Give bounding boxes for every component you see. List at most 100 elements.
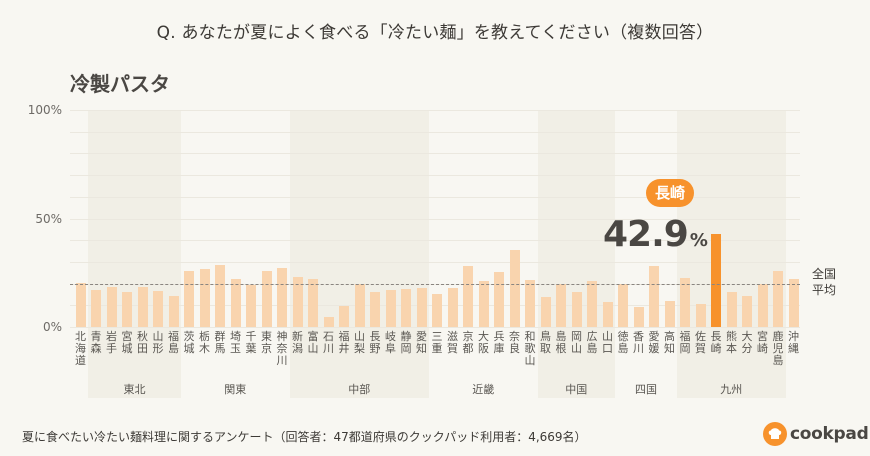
bar-徳島 bbox=[618, 283, 628, 327]
cookpad-logo: cookpad bbox=[763, 421, 869, 447]
bar-京都 bbox=[463, 265, 473, 327]
bar-佐賀 bbox=[695, 303, 706, 327]
bar-千葉 bbox=[246, 285, 256, 327]
bar-青森 bbox=[91, 290, 101, 327]
prefecture-label: 滋賀 bbox=[447, 330, 458, 355]
prefecture-label: 群馬 bbox=[214, 330, 226, 355]
prefecture-label: 佐賀 bbox=[695, 330, 706, 355]
bar-宮城 bbox=[122, 292, 132, 327]
prefecture-label: 広島 bbox=[586, 330, 598, 355]
bar-和歌山 bbox=[525, 280, 535, 327]
highlight-prefecture-badge: 長崎 bbox=[646, 179, 694, 207]
y-axis-tick: 50% bbox=[35, 211, 62, 226]
prefecture-label: 山梨 bbox=[354, 330, 365, 355]
prefecture-label: 福岡 bbox=[679, 330, 691, 355]
bar-島根 bbox=[556, 283, 566, 327]
prefecture-label: 山口 bbox=[602, 330, 613, 355]
highlight-value-unit: % bbox=[689, 230, 708, 251]
region-label: 中国 bbox=[565, 383, 588, 396]
bar-福岡 bbox=[680, 277, 690, 327]
bar-長野 bbox=[370, 292, 380, 327]
prefecture-label: 愛知 bbox=[416, 330, 427, 355]
bar-宮崎 bbox=[757, 283, 768, 327]
bar-鹿児島 bbox=[773, 270, 783, 327]
prefecture-label: 栃木 bbox=[199, 330, 210, 355]
region-band bbox=[88, 110, 181, 398]
prefecture-label: 富山 bbox=[307, 330, 319, 355]
prefecture-label: 島根 bbox=[555, 330, 567, 355]
region-label: 関東 bbox=[224, 383, 247, 396]
prefecture-label: 高知 bbox=[664, 330, 675, 355]
bar-沖縄 bbox=[788, 279, 799, 327]
gridline bbox=[70, 131, 800, 133]
prefecture-label: 福井 bbox=[338, 330, 350, 355]
prefecture-label: 大阪 bbox=[478, 330, 489, 355]
prefecture-label: 山形 bbox=[152, 330, 164, 355]
bar-富山 bbox=[308, 278, 318, 327]
bar-山梨 bbox=[354, 284, 365, 327]
prefecture-label: 愛媛 bbox=[648, 330, 660, 355]
gridline bbox=[70, 218, 800, 220]
bar-東京 bbox=[261, 270, 272, 327]
prefecture-label: 埼玉 bbox=[230, 330, 241, 355]
bar-秋田 bbox=[137, 287, 148, 327]
region-band bbox=[537, 110, 615, 398]
prefecture-label: 長野 bbox=[369, 330, 381, 355]
prefecture-label: 熊本 bbox=[726, 330, 737, 355]
bar-広島 bbox=[587, 280, 597, 327]
bar-愛媛 bbox=[649, 265, 659, 327]
national-average-label-line1: 全国 bbox=[812, 267, 837, 281]
prefecture-label: 新潟 bbox=[292, 330, 303, 355]
region-band bbox=[289, 110, 429, 398]
bar-鳥取 bbox=[540, 296, 551, 327]
prefecture-label: 宮城 bbox=[121, 330, 133, 355]
prefecture-label: 東京 bbox=[261, 330, 272, 355]
bar-栃木 bbox=[199, 269, 210, 327]
bar-大分 bbox=[742, 296, 752, 327]
gridline bbox=[70, 261, 800, 263]
bar-岩手 bbox=[106, 287, 117, 327]
cookpad-logo-text: cookpad bbox=[790, 424, 869, 444]
region-label: 四国 bbox=[635, 383, 657, 396]
national-average-label: 全国 平均 bbox=[812, 266, 836, 298]
bar-群馬 bbox=[215, 264, 225, 327]
bar-岡山 bbox=[571, 291, 582, 327]
prefecture-label: 奈良 bbox=[509, 330, 520, 355]
bar-石川 bbox=[323, 317, 334, 327]
prefecture-label: 香川 bbox=[633, 330, 644, 355]
prefecture-label: 石川 bbox=[323, 330, 334, 355]
prefecture-label: 青森 bbox=[90, 330, 102, 355]
prefecture-label: 千葉 bbox=[245, 330, 257, 355]
prefecture-label: 岩手 bbox=[106, 330, 117, 355]
prefecture-label: 大分 bbox=[741, 330, 753, 355]
bar-大阪 bbox=[478, 280, 489, 327]
gridline bbox=[70, 110, 800, 111]
region-label: 近畿 bbox=[472, 383, 495, 396]
prefecture-label: 兵庫 bbox=[493, 330, 505, 355]
region-label: 中部 bbox=[348, 383, 371, 396]
bar-滋賀 bbox=[447, 287, 458, 327]
prefecture-label: 岐阜 bbox=[385, 330, 396, 355]
bar-静岡 bbox=[401, 289, 411, 327]
prefecture-label: 長崎 bbox=[710, 330, 722, 355]
gridline bbox=[70, 196, 800, 198]
bar-高知 bbox=[664, 301, 675, 327]
prefecture-label: 北海道 bbox=[75, 330, 86, 367]
gridline bbox=[70, 240, 800, 242]
bar-熊本 bbox=[726, 292, 737, 327]
gridline bbox=[70, 175, 800, 177]
bar-茨城 bbox=[184, 270, 194, 327]
bar-北海道 bbox=[75, 282, 86, 327]
bar-山口 bbox=[602, 302, 613, 327]
bar-香川 bbox=[633, 307, 644, 327]
prefecture-label: 宮崎 bbox=[757, 330, 768, 355]
prefecture-label: 沖縄 bbox=[788, 330, 799, 355]
bar-福島 bbox=[168, 295, 179, 327]
prefecture-label: 福島 bbox=[168, 330, 179, 355]
chef-hat-icon bbox=[763, 422, 787, 446]
prefecture-label: 神奈川 bbox=[276, 330, 288, 367]
gridline bbox=[70, 327, 800, 328]
chart-subtitle: 冷製パスタ bbox=[70, 72, 170, 96]
bar-愛知 bbox=[416, 287, 427, 327]
prefecture-label: 徳島 bbox=[617, 330, 629, 355]
